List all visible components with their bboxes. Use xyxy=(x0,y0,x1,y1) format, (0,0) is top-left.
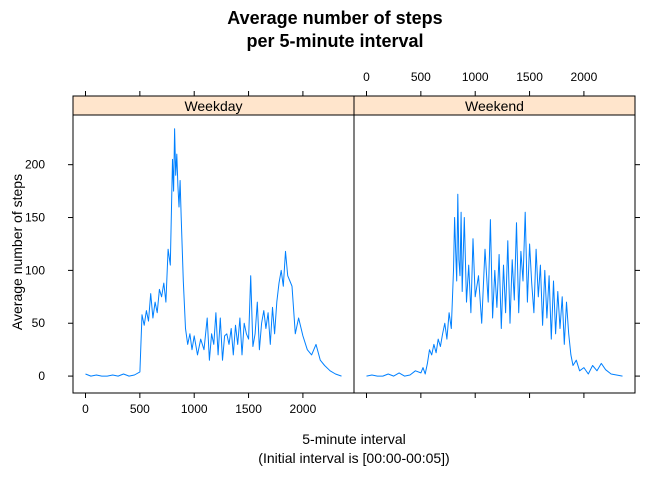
strip-label-weekend: Weekend xyxy=(465,98,524,114)
panels-layer: Weekday 0 500 1000 1500 2000 0 50 100 150 200 Weeke… xyxy=(25,70,640,416)
strip-label-weekday: Weekday xyxy=(184,98,242,114)
x-tick-label-bottom-3: 1500 xyxy=(235,402,262,416)
y-tick-label-0: 0 xyxy=(38,369,45,383)
x-tick-label-top-1: 500 xyxy=(411,70,431,84)
y-tick-label-2: 100 xyxy=(25,263,45,277)
x-tick-label-top-0: 0 xyxy=(363,70,370,84)
series-line-weekday xyxy=(85,128,342,377)
y-tick-label-3: 150 xyxy=(25,211,45,225)
chart-title-line1: Average number of steps xyxy=(227,8,442,28)
x-tick-label-bottom-4: 2000 xyxy=(290,402,317,416)
y-axis-label: Average number of steps xyxy=(9,174,25,330)
panel-frame-weekend xyxy=(353,114,636,394)
x-tick-label-bottom-0: 0 xyxy=(82,402,89,416)
x-axis-label-line2: (Initial interval is [00:00-00:05]) xyxy=(258,450,449,466)
x-tick-label-bottom-2: 1000 xyxy=(181,402,208,416)
x-tick-label-top-4: 2000 xyxy=(571,70,598,84)
chart-title-line2: per 5-minute interval xyxy=(246,31,423,51)
y-tick-label-4: 200 xyxy=(25,158,45,172)
x-tick-label-bottom-1: 500 xyxy=(130,402,150,416)
x-tick-label-top-2: 1000 xyxy=(462,70,489,84)
panel-frame-weekday xyxy=(72,114,355,394)
y-tick-label-1: 50 xyxy=(32,316,46,330)
x-tick-label-top-3: 1500 xyxy=(516,70,543,84)
series-line-weekend xyxy=(366,193,623,377)
x-axis-label-line1: 5-minute interval xyxy=(302,431,406,447)
